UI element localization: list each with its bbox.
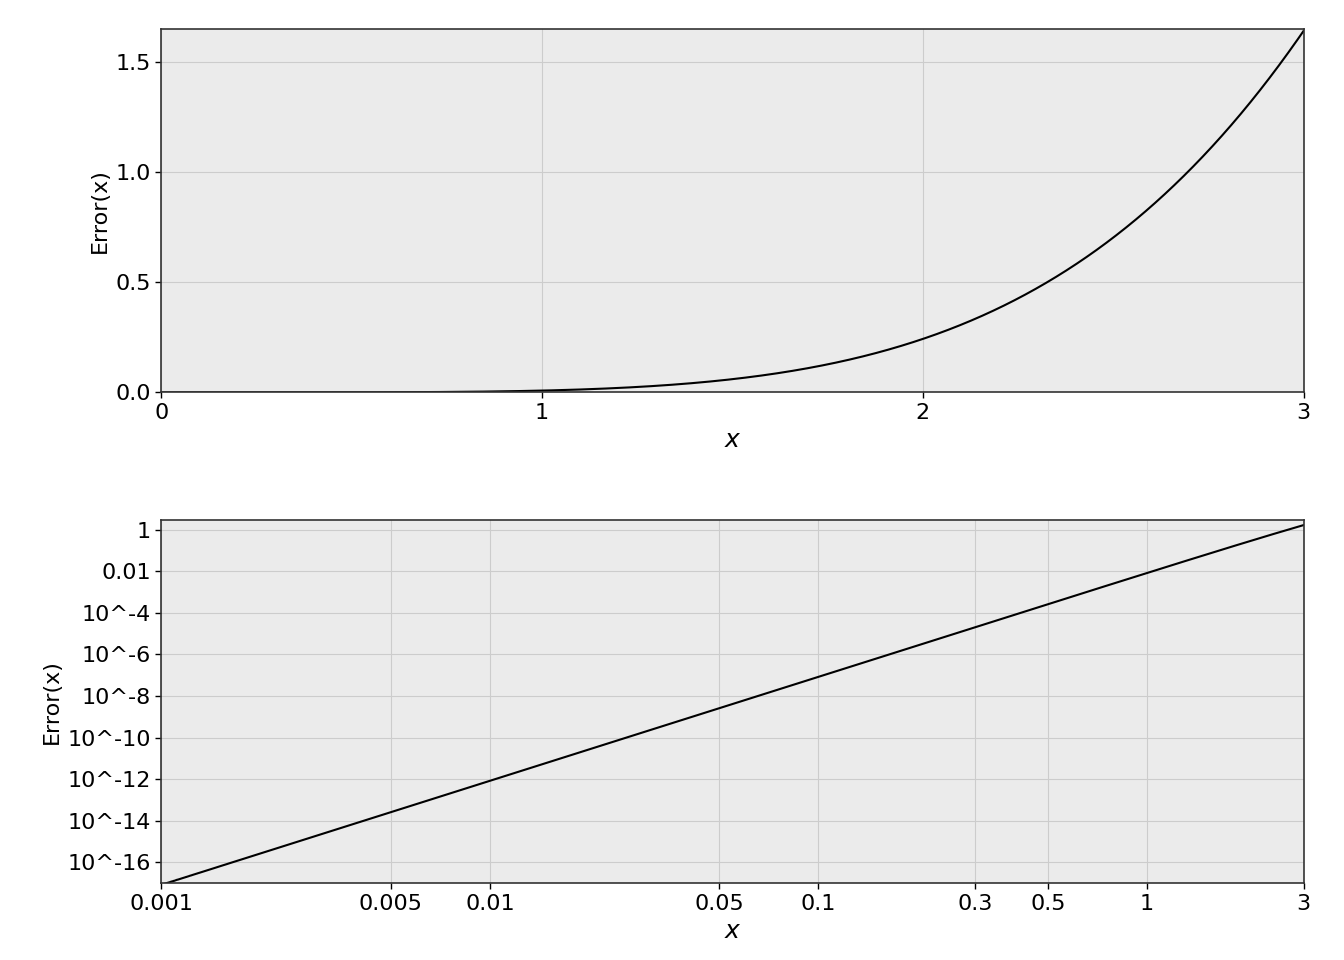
X-axis label: x: x [726, 919, 739, 943]
Y-axis label: Error(x): Error(x) [42, 659, 62, 744]
X-axis label: x: x [726, 428, 739, 452]
Y-axis label: Error(x): Error(x) [90, 168, 110, 253]
